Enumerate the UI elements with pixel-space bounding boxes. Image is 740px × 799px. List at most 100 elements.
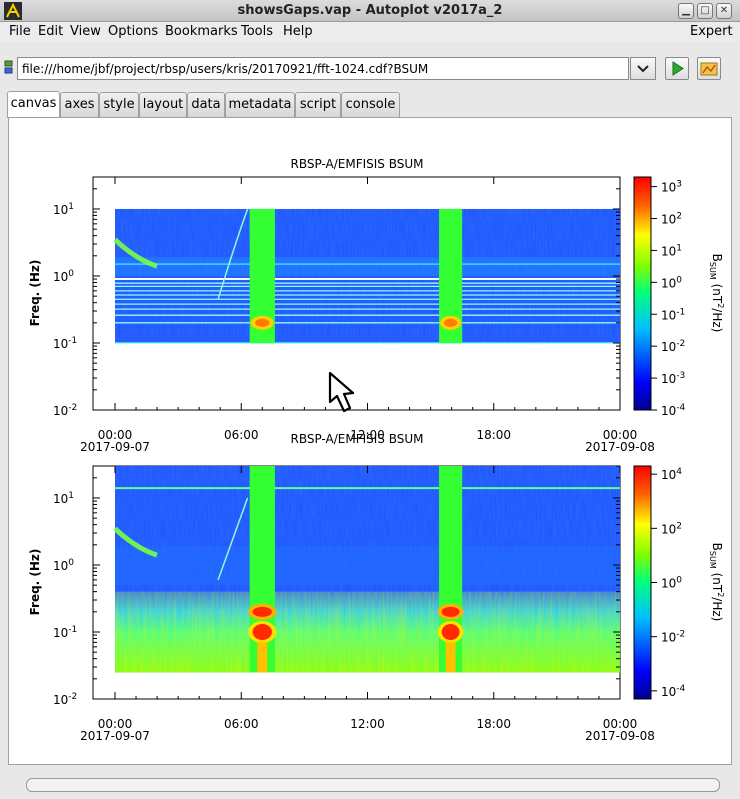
lowfreq-texture (115, 591, 620, 673)
colorbar-tick-label: 100 (661, 275, 682, 290)
tab-axes[interactable]: axes (60, 92, 99, 117)
folder-icon (700, 62, 718, 76)
colorbar-tick-label: 10-2 (661, 630, 685, 645)
chorus-emission (113, 526, 158, 558)
panel-2-image (113, 466, 620, 673)
colorbar-tick-label: 10-2 (661, 339, 685, 354)
panel-1-colorbar-label: BSUM (nT2/Hz) (708, 254, 725, 333)
x-date-label: 2017-09-07 (80, 729, 150, 743)
menu-bookmarks[interactable]: Bookmarks (165, 24, 238, 39)
y-tick-label: 100 (53, 269, 74, 284)
status-bar (26, 778, 720, 792)
hotspot (255, 318, 270, 327)
x-tick-label: 18:00 (476, 717, 511, 731)
tab-canvas[interactable]: canvas (7, 91, 60, 118)
colorbar-tick-label: 104 (661, 467, 682, 482)
url-history-dropdown[interactable] (630, 57, 656, 80)
panel-1-title: RBSP-A/EMFISIS BSUM (290, 157, 423, 171)
x-date-label: 2017-09-07 (80, 440, 150, 454)
close-icon[interactable]: ✕ (716, 3, 732, 19)
emission-band (115, 257, 620, 276)
panel-2-ylabel: Freq. (Hz) (28, 549, 42, 616)
tab-data[interactable]: data (187, 92, 225, 117)
colorbar-tick-label: 10-3 (661, 371, 685, 386)
title-bar: showsGaps.vap - Autoplot v2017a_2 ▁ □ ✕ (0, 0, 740, 22)
panel-1-colorbar (633, 176, 652, 411)
data-gap-column (439, 208, 463, 343)
y-tick-label: 101 (53, 491, 74, 506)
y-tick-label: 10-1 (53, 625, 77, 640)
menu-bar: File Edit View Options Bookmarks Tools H… (0, 22, 740, 42)
data-source-icon (4, 60, 13, 74)
y-tick-label: 10-2 (53, 403, 77, 418)
canvas-panel: RBSP-A/EMFISIS BSUM 10-2 10-1 100 101 00:00 0… (8, 117, 732, 765)
panel-1-ylabel: Freq. (Hz) (28, 260, 42, 327)
colorbar-tick-label: 100 (661, 576, 682, 591)
y-tick-label: 10-2 (53, 692, 77, 707)
minimize-icon[interactable]: ▁ (678, 3, 694, 19)
x-tick-label: 12:00 (350, 428, 385, 442)
y-tick-label: 100 (53, 558, 74, 573)
colorbar-tick-label: 102 (661, 212, 682, 227)
url-input[interactable]: file:///home/jbf/project/rbsp/users/kris… (17, 57, 629, 80)
hotspot (252, 606, 273, 617)
tab-layout[interactable]: layout (139, 92, 187, 117)
spectrogram-canvas[interactable]: RBSP-A/EMFISIS BSUM 10-2 10-1 100 101 00:00 0… (9, 118, 731, 764)
plot-button[interactable] (665, 57, 689, 80)
panel-1-colorbar-ticks: 10-4 10-3 10-2 10-1 100 101 102 103 (651, 180, 686, 418)
chevron-down-icon (637, 65, 649, 73)
menu-file[interactable]: File (9, 24, 31, 39)
tab-style[interactable]: style (99, 92, 139, 117)
menu-tools[interactable]: Tools (241, 24, 274, 39)
menu-help[interactable]: Help (283, 24, 313, 39)
url-toolbar: file:///home/jbf/project/rbsp/users/kris… (0, 52, 740, 84)
hotspot (257, 642, 268, 673)
x-tick-label: 06:00 (224, 428, 259, 442)
x-tick-label: 00:00 (98, 428, 133, 442)
browse-button[interactable] (697, 57, 721, 80)
whistler-trace (217, 497, 249, 581)
panel-2-title: RBSP-A/EMFISIS BSUM (290, 432, 423, 446)
spectrogram-panel-2: RBSP-A/EMFISIS BSUM 10-2 10-1 100 101 00:00 0… (28, 432, 725, 743)
x-tick-label: 12:00 (350, 717, 385, 731)
x-date-label: 2017-09-08 (585, 729, 655, 743)
tab-script[interactable]: script (295, 92, 341, 117)
x-tick-label: 00:00 (98, 717, 133, 731)
data-gap-column (439, 466, 463, 673)
hotspot (445, 642, 456, 673)
panel-2-colorbar-ticks: 10-4 10-2 100 102 104 (651, 467, 686, 699)
colorbar-tick-label: 102 (661, 521, 682, 536)
panel-2-colorbar (633, 465, 652, 700)
x-date-label: 2017-09-08 (585, 440, 655, 454)
whistler-trace (217, 208, 249, 300)
menu-view[interactable]: View (70, 24, 101, 39)
spectrogram-panel-1: RBSP-A/EMFISIS BSUM 10-2 10-1 100 101 00:00 0… (28, 157, 725, 454)
play-icon (672, 61, 684, 76)
hotspot (252, 623, 273, 640)
colorbar-tick-label: 10-1 (661, 307, 685, 322)
tab-console[interactable]: console (341, 92, 400, 117)
menu-edit[interactable]: Edit (38, 24, 64, 39)
maximize-icon[interactable]: □ (697, 3, 713, 19)
autoplot-logo-icon (4, 2, 22, 20)
hotspot (444, 318, 458, 327)
panel-2-colorbar-label: BSUM (nT2/Hz) (708, 543, 725, 622)
mouse-pointer-icon (328, 371, 355, 413)
x-tick-label: 00:00 (603, 717, 638, 731)
tab-metadata[interactable]: metadata (225, 92, 295, 117)
colorbar-tick-label: 103 (661, 180, 682, 195)
emission-band (115, 546, 620, 586)
y-tick-label: 101 (53, 202, 74, 217)
panel-1-image (113, 208, 620, 344)
colorbar-tick-label: 10-4 (661, 684, 686, 699)
colorbar-tick-label: 10-4 (661, 403, 686, 418)
colorbar-tick-label: 101 (661, 243, 682, 258)
menu-expert[interactable]: Expert (690, 24, 733, 39)
menu-options[interactable]: Options (108, 24, 159, 39)
y-tick-label: 10-1 (53, 336, 77, 351)
window-title: showsGaps.vap - Autoplot v2017a_2 (237, 3, 503, 18)
x-tick-label: 06:00 (224, 717, 259, 731)
chorus-emission (113, 237, 158, 269)
